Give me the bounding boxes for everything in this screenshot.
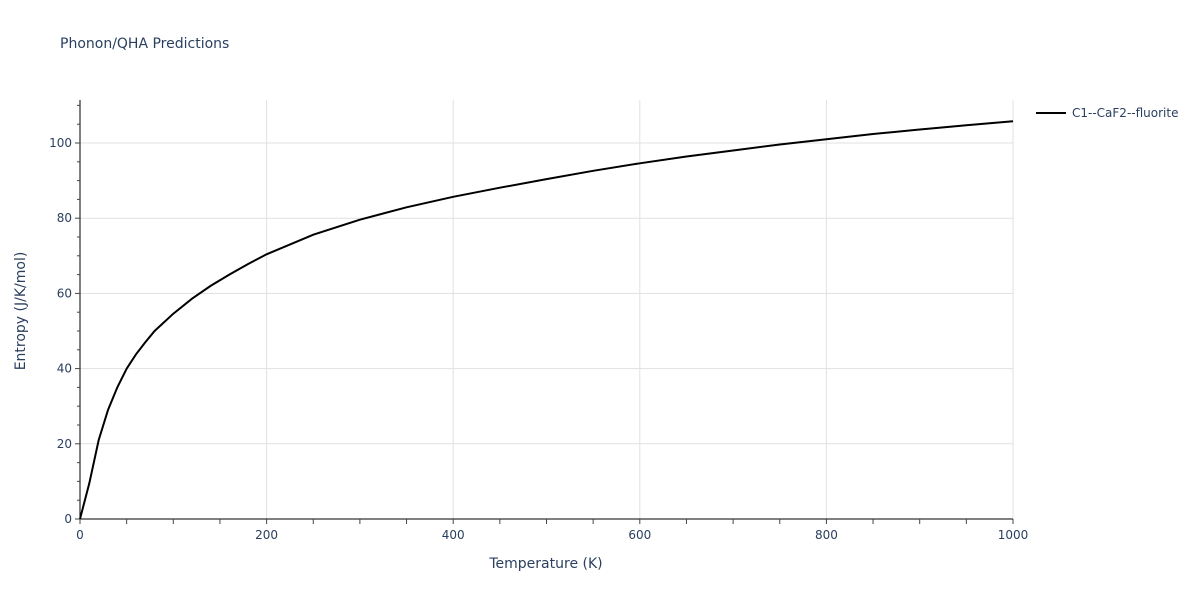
legend-label: C1--CaF2--fluorite	[1072, 106, 1179, 120]
x-tick-label: 200	[255, 528, 278, 542]
chart-title: Phonon/QHA Predictions	[60, 36, 230, 52]
y-axis-title: Entropy (J/K/mol)	[13, 252, 29, 371]
y-tick-label: 20	[57, 437, 72, 451]
x-axis-title: Temperature (K)	[488, 556, 602, 572]
x-tick-label: 800	[815, 528, 838, 542]
y-tick-label: 100	[49, 136, 72, 150]
gridlines	[80, 100, 1014, 519]
axes	[75, 100, 1014, 524]
y-tick-label: 0	[64, 512, 72, 526]
y-tick-label: 60	[57, 286, 72, 300]
x-tick-label: 1000	[998, 528, 1029, 542]
x-tick-label: 400	[442, 528, 465, 542]
y-tick-label: 40	[57, 362, 72, 376]
series-line-c1-caf2-fluorite[interactable]	[79, 120, 1014, 520]
x-tick-label: 0	[76, 528, 84, 542]
legend-line-swatch	[1036, 112, 1066, 114]
y-tick-label: 80	[57, 211, 72, 225]
tick-labels: 0 200 400 600 800 1000 0 20 40 60 80 100	[49, 136, 1028, 542]
x-tick-label: 600	[628, 528, 651, 542]
legend-item[interactable]: C1--CaF2--fluorite	[1036, 106, 1178, 120]
